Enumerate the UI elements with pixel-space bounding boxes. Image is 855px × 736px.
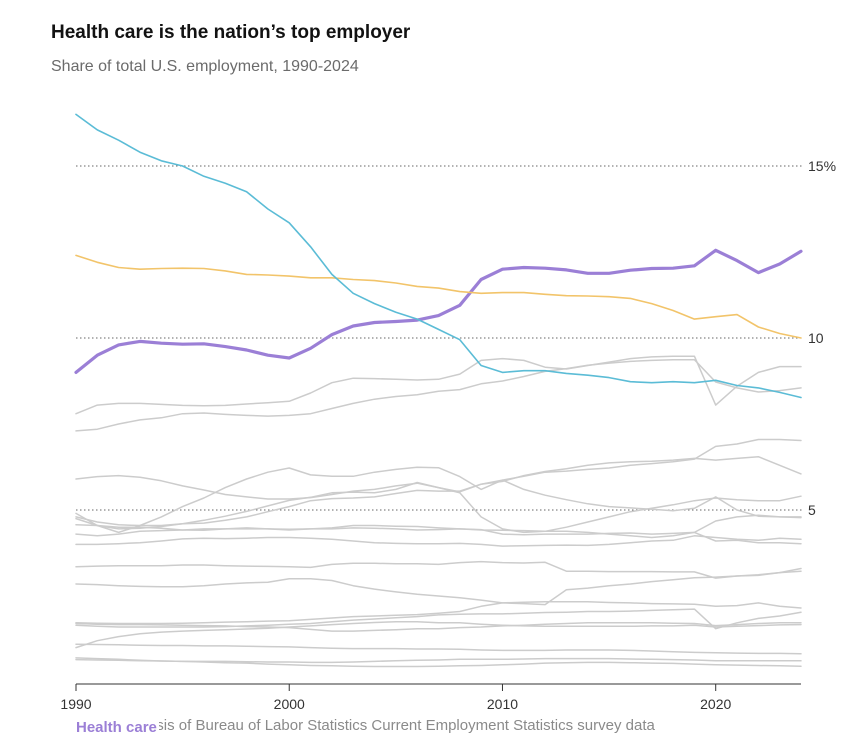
series-line-health-care (74, 248, 803, 374)
y-tick-label: 15% (808, 158, 836, 174)
chart-subtitle: Share of total U.S. employment, 1990-202… (51, 58, 359, 75)
series-line-other-7 (75, 455, 802, 530)
series-line-other-4 (75, 358, 802, 432)
series-line-other-20 (75, 657, 802, 668)
series-line-other-12 (75, 560, 802, 579)
series-line-other-9 (75, 514, 802, 537)
series-line-other-11 (75, 535, 802, 547)
series-line-retail (75, 254, 802, 339)
series-line-other-15 (75, 608, 802, 630)
other-series-layer (75, 355, 802, 668)
y-tick-labels: 5 10 15% (808, 158, 836, 518)
x-tick-label: 2010 (487, 696, 518, 712)
y-tick-label: 5 (808, 502, 816, 518)
x-tick-label: 2020 (700, 696, 731, 712)
series-line-other-18 (75, 643, 802, 655)
x-axis: 1990 2000 2010 2020 (60, 683, 801, 712)
series-line-other-6 (75, 466, 802, 534)
series-line-other-3 (75, 355, 802, 415)
series-label-health-care: Health care (76, 719, 159, 736)
series-line-other-8 (75, 438, 802, 527)
chart-title: Health care is the nation’s top employer (51, 22, 411, 43)
series-line-other-17 (75, 622, 802, 632)
grid-layer (76, 165, 803, 511)
series-line-manufacturing (75, 113, 802, 399)
x-tick-label: 1990 (60, 696, 91, 712)
series-line-other-13 (75, 567, 802, 606)
x-tick-label: 2000 (274, 696, 305, 712)
y-tick-label: 10 (808, 330, 824, 346)
series-line-other-16 (75, 621, 802, 649)
source-note: Times analysis of Bureau of Labor Statis… (76, 718, 655, 734)
series-line-other-10 (75, 524, 802, 545)
highlight-series-layer (74, 113, 803, 399)
series-line-other-14 (75, 601, 802, 625)
